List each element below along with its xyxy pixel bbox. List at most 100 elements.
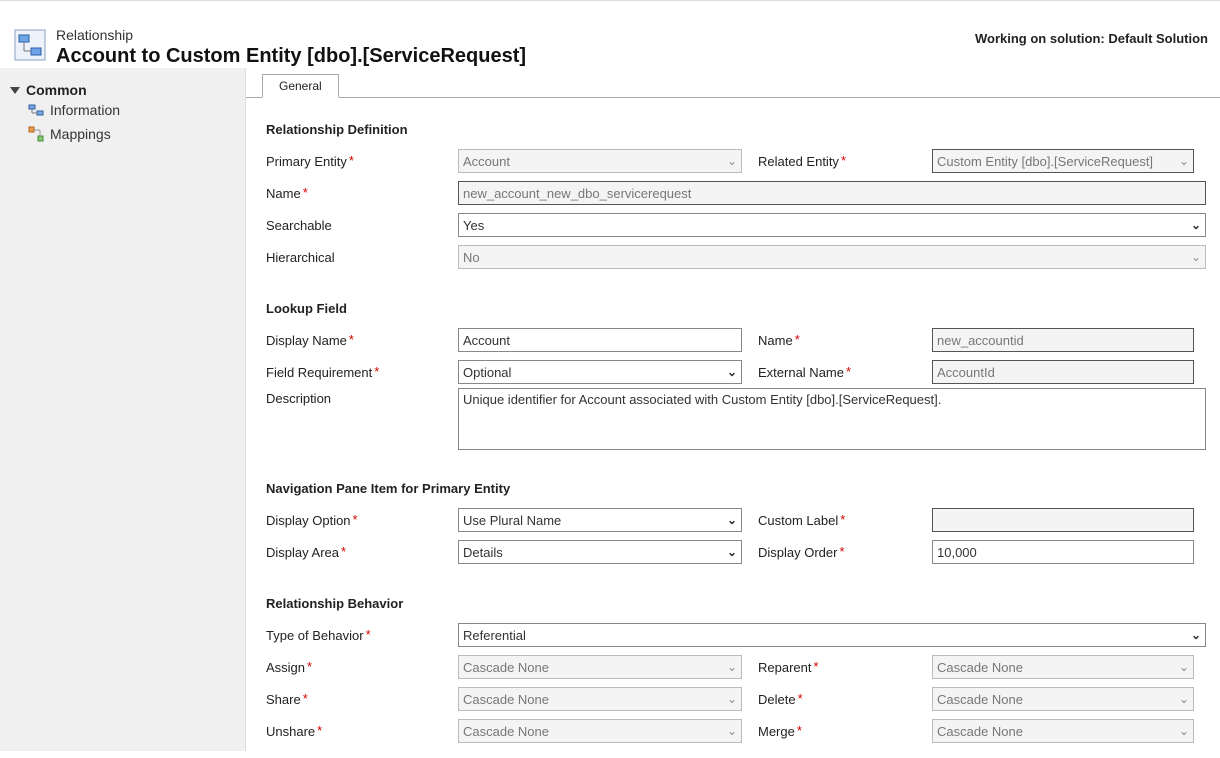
chevron-down-icon: ⌄	[1179, 660, 1189, 674]
searchable-select[interactable]: Yes ⌄	[458, 213, 1206, 237]
custom-label-input	[932, 508, 1194, 532]
tab-strip: General	[246, 68, 1220, 98]
label-external-name: External Name	[758, 365, 844, 380]
required-marker: *	[797, 723, 802, 738]
required-marker: *	[846, 364, 851, 379]
main-panel: General Relationship Definition Primary …	[246, 68, 1220, 751]
header-category: Relationship	[56, 27, 526, 43]
required-marker: *	[839, 544, 844, 559]
assign-value: Cascade None	[463, 660, 549, 675]
hierarchical-value: No	[463, 250, 480, 265]
required-marker: *	[307, 659, 312, 674]
reparent-select: Cascade None ⌄	[932, 655, 1194, 679]
label-display-option: Display Option	[266, 513, 351, 528]
delete-select: Cascade None ⌄	[932, 687, 1194, 711]
tab-general[interactable]: General	[262, 74, 339, 98]
chevron-down-icon: ⌄	[727, 692, 737, 706]
required-marker: *	[795, 332, 800, 347]
solution-label: Working on solution: Default Solution	[975, 31, 1208, 46]
searchable-value: Yes	[463, 218, 484, 233]
chevron-down-icon: ⌄	[727, 545, 737, 559]
sidebar-item-label: Mappings	[50, 126, 111, 142]
chevron-down-icon: ⌄	[1191, 250, 1201, 264]
display-order-input[interactable]	[932, 540, 1194, 564]
required-marker: *	[303, 691, 308, 706]
label-type-of-behavior: Type of Behavior	[266, 628, 364, 643]
label-primary-entity: Primary Entity	[266, 154, 347, 169]
sidebar-item-mappings[interactable]: Mappings	[10, 122, 237, 146]
type-of-behavior-value: Referential	[463, 628, 526, 643]
label-display-name: Display Name	[266, 333, 347, 348]
section-lookup-field: Lookup Field	[266, 301, 1206, 316]
sidebar-group-common[interactable]: Common	[10, 82, 237, 98]
required-marker: *	[840, 512, 845, 527]
required-marker: *	[341, 544, 346, 559]
display-option-select[interactable]: Use Plural Name ⌄	[458, 508, 742, 532]
delete-value: Cascade None	[937, 692, 1023, 707]
display-option-value: Use Plural Name	[463, 513, 561, 528]
hierarchical-select: No ⌄	[458, 245, 1206, 269]
related-entity-select: Custom Entity [dbo].[ServiceRequest] ⌄	[932, 149, 1194, 173]
label-unshare: Unshare	[266, 724, 315, 739]
relationship-name-input	[458, 181, 1206, 205]
mappings-icon	[28, 126, 44, 142]
chevron-down-icon: ⌄	[727, 513, 737, 527]
label-name: Name	[266, 186, 301, 201]
label-display-order: Display Order	[758, 545, 837, 560]
related-entity-value: Custom Entity [dbo].[ServiceRequest]	[937, 154, 1153, 169]
label-lookup-name: Name	[758, 333, 793, 348]
chevron-down-icon: ⌄	[1191, 218, 1201, 232]
label-share: Share	[266, 692, 301, 707]
chevron-down-icon: ⌄	[727, 154, 737, 168]
page-title: Account to Custom Entity [dbo].[ServiceR…	[56, 45, 526, 68]
chevron-down-icon: ⌄	[727, 724, 737, 738]
label-assign: Assign	[266, 660, 305, 675]
display-area-value: Details	[463, 545, 503, 560]
label-hierarchical: Hierarchical	[266, 250, 335, 265]
label-field-requirement: Field Requirement	[266, 365, 372, 380]
label-merge: Merge	[758, 724, 795, 739]
unshare-value: Cascade None	[463, 724, 549, 739]
share-select: Cascade None ⌄	[458, 687, 742, 711]
primary-entity-value: Account	[463, 154, 510, 169]
required-marker: *	[303, 185, 308, 200]
label-custom-label: Custom Label	[758, 513, 838, 528]
label-reparent: Reparent	[758, 660, 811, 675]
label-display-area: Display Area	[266, 545, 339, 560]
required-marker: *	[813, 659, 818, 674]
reparent-value: Cascade None	[937, 660, 1023, 675]
display-name-input[interactable]	[458, 328, 742, 352]
label-description: Description	[266, 391, 331, 406]
lookup-name-input	[932, 328, 1194, 352]
chevron-down-icon: ⌄	[727, 660, 737, 674]
label-related-entity: Related Entity	[758, 154, 839, 169]
description-textarea[interactable]	[458, 388, 1206, 450]
external-name-input	[932, 360, 1194, 384]
collapse-icon	[10, 87, 20, 94]
sidebar: Common Information	[0, 68, 246, 751]
label-searchable: Searchable	[266, 218, 332, 233]
chevron-down-icon: ⌄	[1179, 692, 1189, 706]
sidebar-group-label: Common	[26, 82, 87, 98]
chevron-down-icon: ⌄	[727, 365, 737, 379]
section-relationship-behavior: Relationship Behavior	[266, 596, 1206, 611]
chevron-down-icon: ⌄	[1191, 628, 1201, 642]
primary-entity-select: Account ⌄	[458, 149, 742, 173]
section-navigation-pane: Navigation Pane Item for Primary Entity	[266, 481, 1206, 496]
required-marker: *	[366, 627, 371, 642]
required-marker: *	[317, 723, 322, 738]
chevron-down-icon: ⌄	[1179, 154, 1189, 168]
display-area-select[interactable]: Details ⌄	[458, 540, 742, 564]
required-marker: *	[349, 332, 354, 347]
information-icon	[28, 102, 44, 118]
assign-select: Cascade None ⌄	[458, 655, 742, 679]
required-marker: *	[374, 364, 379, 379]
sidebar-item-label: Information	[50, 102, 120, 118]
section-relationship-definition: Relationship Definition	[266, 122, 1206, 137]
sidebar-item-information[interactable]: Information	[10, 98, 237, 122]
required-marker: *	[798, 691, 803, 706]
chevron-down-icon: ⌄	[1179, 724, 1189, 738]
type-of-behavior-select[interactable]: Referential ⌄	[458, 623, 1206, 647]
field-requirement-select[interactable]: Optional ⌄	[458, 360, 742, 384]
merge-value: Cascade None	[937, 724, 1023, 739]
